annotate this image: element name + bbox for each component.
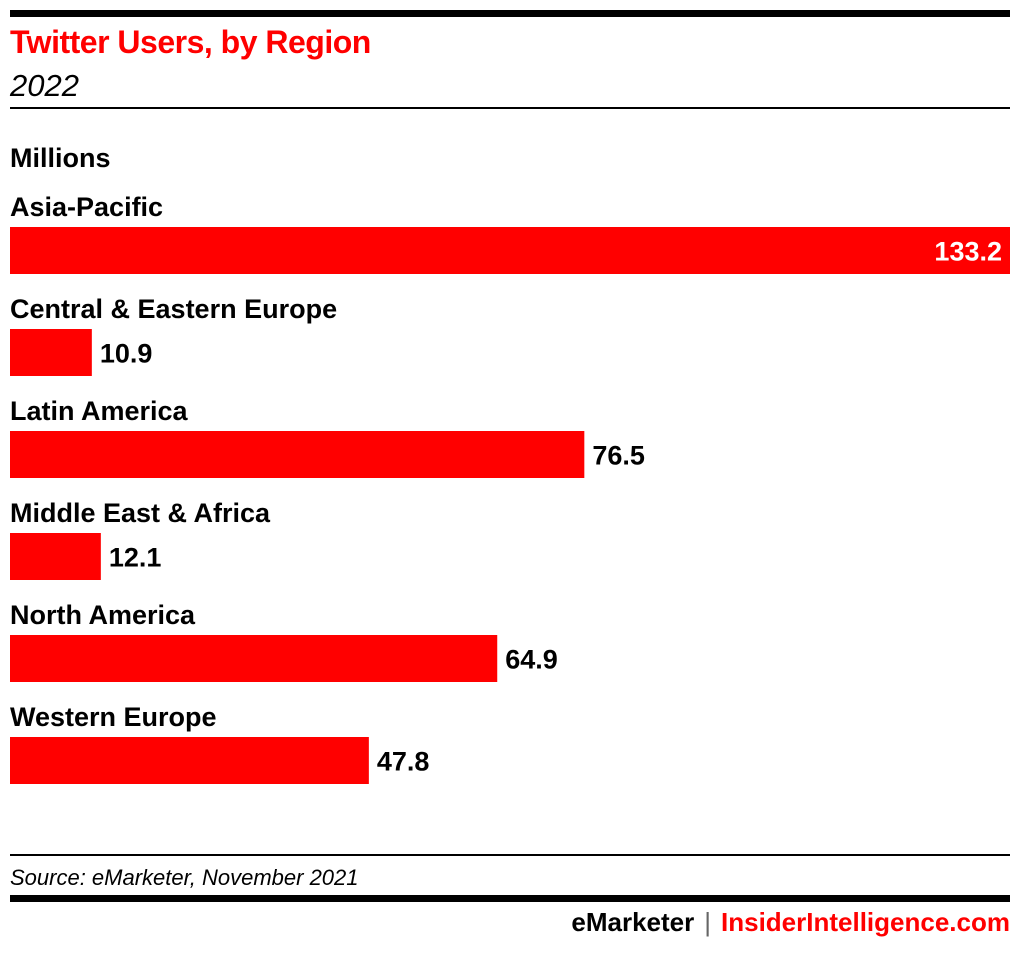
category-label-middle-east-and-africa: Middle East & Africa	[10, 498, 271, 528]
value-label-latin-america: 76.5	[592, 441, 645, 471]
top-rule	[10, 10, 1010, 17]
bar-latin-america	[10, 431, 585, 478]
bar-north-america	[10, 635, 498, 682]
chart-title: Twitter Users, by Region	[10, 24, 371, 60]
bar-middle-east-and-africa	[10, 533, 101, 580]
value-label-western-europe: 47.8	[377, 747, 430, 777]
bar-central-and-eastern-europe	[10, 329, 92, 376]
category-label-central-and-eastern-europe: Central & Eastern Europe	[10, 294, 337, 324]
source-note: Source: eMarketer, November 2021	[10, 865, 359, 890]
category-label-asia-pacific: Asia-Pacific	[10, 192, 163, 222]
chart-subtitle: 2022	[10, 68, 79, 103]
unit-label: Millions	[10, 143, 111, 173]
footer-divider	[10, 854, 1010, 856]
bar-western-europe	[10, 737, 369, 784]
brand-emarketer: eMarketer	[571, 907, 695, 937]
value-label-asia-pacific: 133.2	[934, 237, 1002, 267]
brand-insider-intelligence: InsiderIntelligence.com	[721, 907, 1010, 937]
brand-separator: |	[704, 907, 712, 937]
category-label-latin-america: Latin America	[10, 396, 189, 426]
bar-asia-pacific	[10, 227, 1010, 274]
bar-chart: Asia-Pacific 133.2 Central & Eastern Europ…	[10, 192, 1010, 784]
bottom-rule	[10, 895, 1010, 902]
header-divider	[10, 107, 1010, 109]
brand-line: eMarketer | InsiderIntelligence.com	[571, 905, 1010, 939]
value-label-north-america: 64.9	[505, 645, 558, 675]
value-label-central-and-eastern-europe: 10.9	[100, 339, 153, 369]
category-label-north-america: North America	[10, 600, 196, 630]
category-label-western-europe: Western Europe	[10, 702, 217, 732]
value-label-middle-east-and-africa: 12.1	[109, 543, 162, 573]
